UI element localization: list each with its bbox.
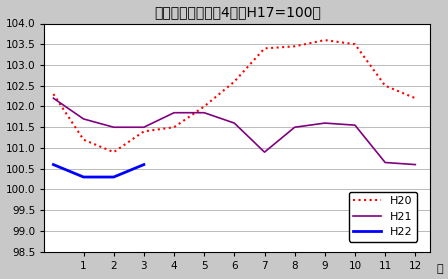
H22 [81, 175, 86, 179]
Line: H22: H22 [53, 165, 144, 177]
H22 [141, 163, 146, 166]
H21 [322, 121, 327, 125]
H21 [51, 97, 56, 100]
Text: 月: 月 [436, 264, 443, 274]
Title: 総合指数の動き　4市（H17=100）: 総合指数の動き 4市（H17=100） [154, 6, 321, 20]
H21 [232, 121, 237, 125]
Line: H20: H20 [53, 40, 415, 152]
H20 [352, 43, 358, 46]
H20 [262, 47, 267, 50]
H21 [383, 161, 388, 164]
H20 [202, 105, 207, 108]
H20 [141, 130, 146, 133]
H20 [51, 92, 56, 96]
H20 [322, 39, 327, 42]
H21 [171, 111, 177, 114]
Line: H21: H21 [53, 98, 415, 165]
H21 [292, 126, 297, 129]
H20 [171, 126, 177, 129]
H21 [352, 124, 358, 127]
H20 [232, 80, 237, 83]
H21 [413, 163, 418, 166]
H21 [81, 117, 86, 121]
H21 [141, 126, 146, 129]
H20 [81, 138, 86, 141]
Legend: H20, H21, H22: H20, H21, H22 [349, 192, 417, 242]
H22 [111, 175, 116, 179]
H22 [51, 163, 56, 166]
H21 [262, 150, 267, 154]
H20 [413, 97, 418, 100]
H20 [383, 84, 388, 87]
H21 [111, 126, 116, 129]
H20 [292, 45, 297, 48]
H20 [111, 150, 116, 154]
H21 [202, 111, 207, 114]
